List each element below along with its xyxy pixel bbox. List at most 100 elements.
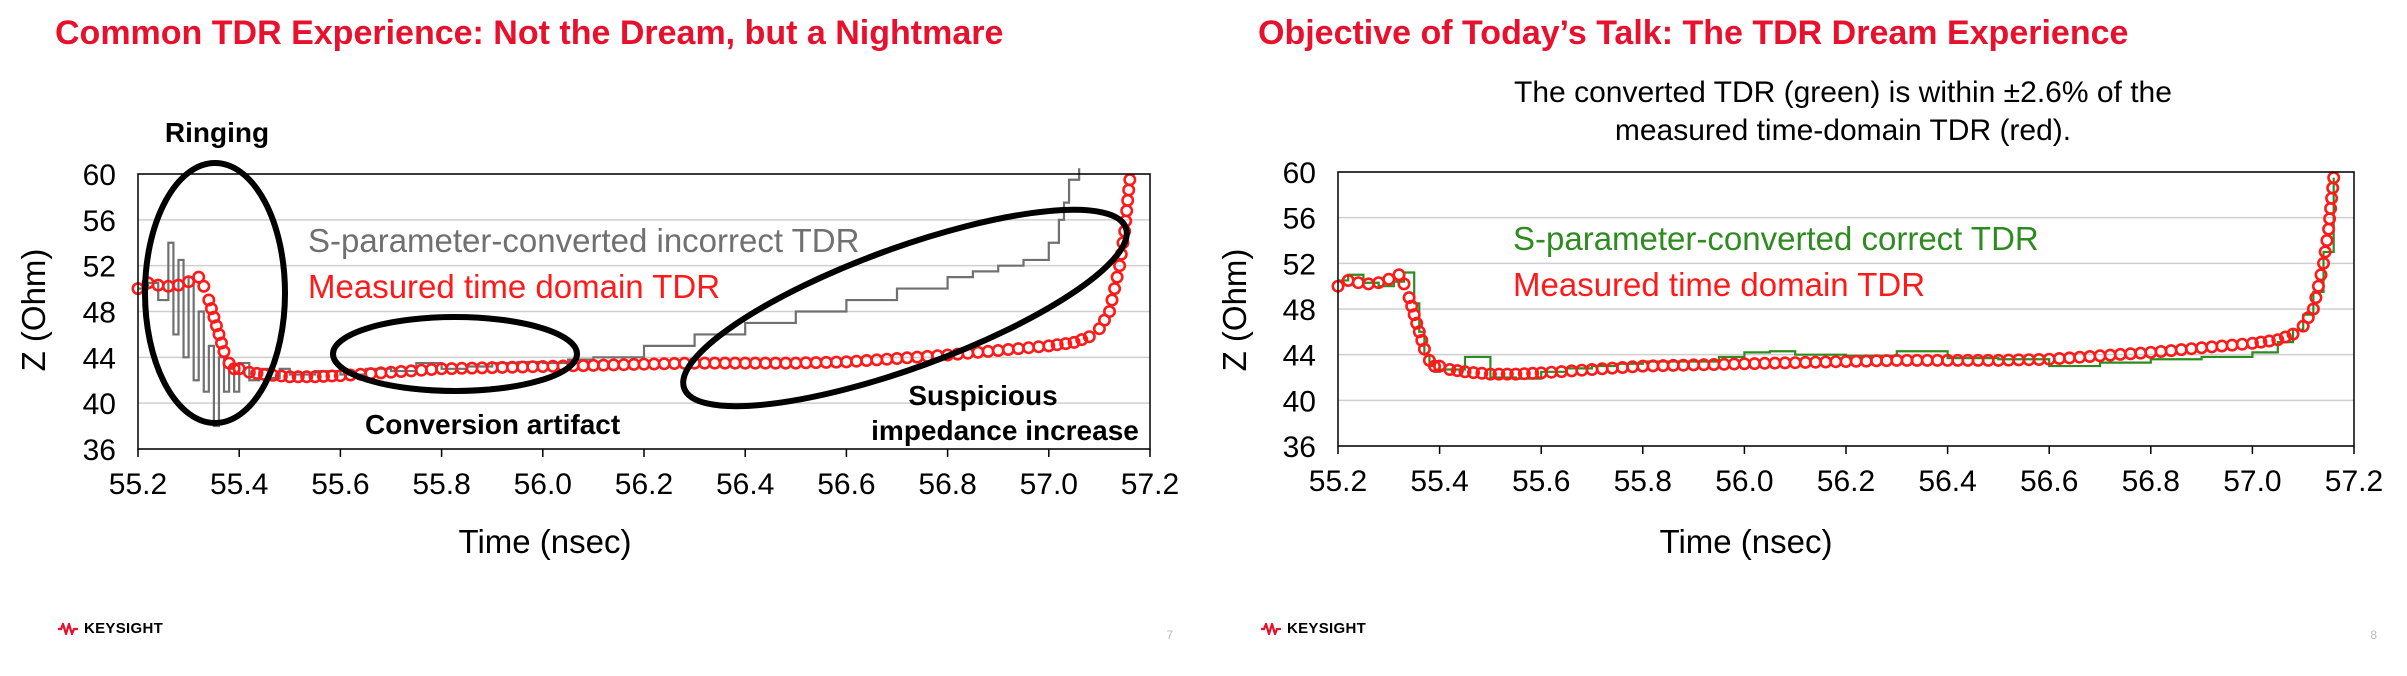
x-tick-label: 56.0 xyxy=(514,468,572,501)
data-point-measured xyxy=(1492,367,1506,381)
data-point-measured xyxy=(2093,349,2107,363)
y-axis-title: Z (Ohm) xyxy=(1216,249,1253,372)
data-point-measured xyxy=(2144,345,2158,359)
data-point-measured xyxy=(250,366,264,380)
data-point-measured xyxy=(1110,270,1124,284)
y-tick-label: 40 xyxy=(83,388,116,421)
conversion-artifact-annotation: Conversion artifact xyxy=(365,409,620,440)
ringing-highlight xyxy=(142,160,288,426)
x-tick-label: 56.8 xyxy=(2122,465,2180,498)
data-point-measured xyxy=(1001,342,1015,356)
data-point-measured xyxy=(2306,302,2320,316)
data-point-measured xyxy=(325,369,339,383)
caption-line-1: The converted TDR (green) is within ±2.6… xyxy=(1514,76,2172,109)
data-point-measured xyxy=(316,369,330,383)
keysight-logo: KEYSIGHT xyxy=(58,620,163,637)
slide-title: Common TDR Experience: Not the Dream, bu… xyxy=(55,14,1004,52)
data-point-measured xyxy=(1517,367,1531,381)
y-tick-label: 36 xyxy=(83,434,116,467)
y-tick-label: 52 xyxy=(83,251,116,284)
slide-caption: The converted TDR (green) is within ±2.6… xyxy=(1463,74,2223,150)
ringing-annotation: Ringing xyxy=(165,117,269,148)
data-point-measured xyxy=(1042,339,1056,353)
data-point-measured xyxy=(2174,343,2188,357)
x-tick-label: 55.8 xyxy=(1614,465,1672,498)
data-point-measured xyxy=(1120,204,1134,218)
caption-line-2: measured time-domain TDR (red). xyxy=(1614,114,2072,147)
data-point-measured xyxy=(1123,173,1137,187)
x-tick-label: 57.2 xyxy=(1121,468,1179,501)
x-tick-label: 56.6 xyxy=(2020,465,2078,498)
brand-name: KEYSIGHT xyxy=(1287,620,1367,637)
y-tick-label: 44 xyxy=(1283,340,1316,373)
y-tick-label: 36 xyxy=(1283,431,1316,464)
data-point-measured xyxy=(1351,276,1365,290)
data-point-measured xyxy=(2262,334,2276,348)
x-tick-label: 55.6 xyxy=(311,468,369,501)
y-tick-label: 52 xyxy=(1283,248,1316,281)
data-point-measured xyxy=(991,343,1005,357)
data-point-measured xyxy=(2311,279,2325,293)
data-point-measured xyxy=(2286,327,2300,341)
data-point-measured xyxy=(1022,341,1036,355)
data-point-measured xyxy=(1050,338,1064,352)
data-point-measured xyxy=(1382,272,1396,286)
x-tick-label: 56.6 xyxy=(817,468,875,501)
plot-frame xyxy=(1337,171,2355,447)
keysight-logo: KEYSIGHT xyxy=(1261,620,1366,637)
y-tick-label: 56 xyxy=(83,205,116,238)
suspicious-annotation: Suspicious xyxy=(908,380,1057,411)
data-point-measured xyxy=(308,370,322,384)
keysight-wave-icon xyxy=(1261,622,1281,635)
y-tick-label: 56 xyxy=(1283,203,1316,236)
data-point-measured xyxy=(1417,342,1431,356)
data-point-measured xyxy=(1475,366,1489,380)
data-point-measured xyxy=(1428,359,1442,373)
suspicious-increase-highlight xyxy=(680,206,1130,410)
x-tick-label: 56.8 xyxy=(918,468,976,501)
slide-7: Common TDR Experience: Not the Dream, bu… xyxy=(0,0,1203,676)
y-tick-label: 60 xyxy=(83,159,116,192)
data-point-measured xyxy=(1839,354,1853,368)
data-point-measured xyxy=(2325,191,2339,205)
data-point-measured xyxy=(242,365,256,379)
data-point-measured xyxy=(1122,183,1136,197)
data-point-measured xyxy=(227,362,241,376)
data-point-measured xyxy=(1483,367,1497,381)
x-tick-label: 57.2 xyxy=(2325,465,2383,498)
legend-measured-tdr: Measured time domain TDR xyxy=(1513,266,1925,303)
data-point-measured xyxy=(981,344,995,358)
data-point-measured xyxy=(2225,338,2239,352)
data-point-measured xyxy=(1397,277,1411,291)
data-point-measured xyxy=(2215,339,2229,353)
legend-measured-tdr: Measured time domain TDR xyxy=(308,268,720,305)
data-point-measured xyxy=(1500,367,1514,381)
data-point-measured xyxy=(1075,333,1089,347)
data-point-measured xyxy=(291,370,305,384)
x-tick-label: 56.4 xyxy=(1918,465,1976,498)
x-tick-label: 56.2 xyxy=(1817,465,1875,498)
data-point-measured xyxy=(2271,333,2285,347)
keysight-wave-icon xyxy=(58,622,78,635)
x-axis-title: Time (nsec) xyxy=(1660,523,1833,560)
x-tick-label: 55.8 xyxy=(412,468,470,501)
data-point-measured xyxy=(1991,353,2005,367)
data-point-measured xyxy=(283,370,297,384)
x-axis-title: Time (nsec) xyxy=(459,523,632,560)
x-tick-label: 56.0 xyxy=(1715,465,1773,498)
data-point-measured xyxy=(1121,193,1135,207)
data-point-measured xyxy=(1113,259,1127,273)
data-point-measured xyxy=(2195,341,2209,355)
data-point-measured xyxy=(2309,291,2323,305)
data-point-measured xyxy=(2278,330,2292,344)
slide-title: Objective of Today’s Talk: The TDR Dream… xyxy=(1258,14,2129,52)
data-point-measured xyxy=(1509,367,1523,381)
data-point-measured xyxy=(1059,337,1073,351)
data-point-measured xyxy=(2322,222,2336,236)
x-tick-label: 55.4 xyxy=(1410,465,1468,498)
page-number: 7 xyxy=(1166,628,1173,642)
data-point-measured xyxy=(182,275,196,289)
data-point-measured xyxy=(1067,335,1081,349)
data-point-measured xyxy=(2254,335,2268,349)
data-point-measured xyxy=(1737,357,1751,371)
